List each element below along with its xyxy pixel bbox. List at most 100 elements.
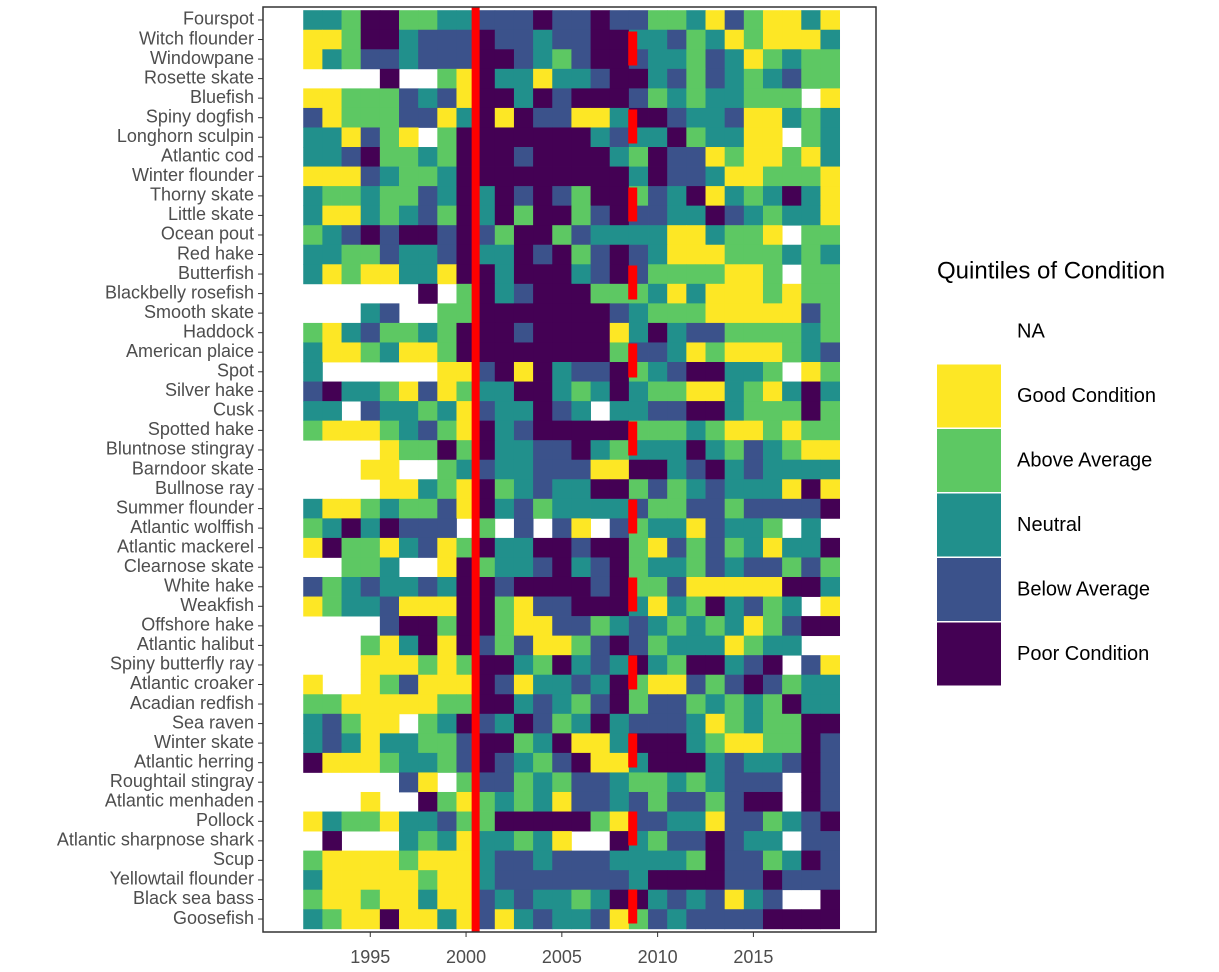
cell bbox=[494, 909, 515, 930]
cell bbox=[341, 537, 362, 558]
cell bbox=[418, 498, 438, 519]
cell bbox=[762, 655, 783, 676]
cell bbox=[820, 870, 841, 891]
cell bbox=[705, 303, 726, 324]
y-tick-label: Atlantic croaker bbox=[130, 673, 254, 693]
cell bbox=[475, 831, 496, 852]
cell bbox=[379, 596, 400, 617]
cell bbox=[724, 362, 745, 382]
cell bbox=[513, 342, 534, 363]
cell bbox=[456, 557, 477, 578]
cell bbox=[667, 225, 687, 246]
cell bbox=[475, 127, 496, 148]
cell bbox=[399, 107, 419, 128]
cell bbox=[648, 420, 668, 441]
cell bbox=[475, 88, 496, 109]
cell bbox=[341, 107, 362, 128]
cell bbox=[533, 166, 553, 187]
y-tick-label: Scup bbox=[213, 849, 254, 869]
cell bbox=[743, 772, 764, 793]
cell bbox=[801, 459, 821, 480]
cell bbox=[724, 10, 745, 31]
cell bbox=[341, 694, 362, 715]
cell bbox=[418, 205, 438, 226]
cell bbox=[437, 186, 457, 207]
cell bbox=[360, 537, 381, 558]
cell bbox=[571, 655, 591, 676]
cell bbox=[513, 166, 534, 187]
cell bbox=[590, 68, 611, 89]
cell bbox=[667, 127, 687, 148]
cell bbox=[399, 127, 419, 148]
cell bbox=[743, 674, 764, 695]
cell bbox=[743, 147, 764, 167]
cell bbox=[360, 225, 381, 246]
cell bbox=[724, 107, 745, 128]
cell bbox=[762, 459, 783, 480]
y-tick-label: Fourspot bbox=[183, 9, 254, 29]
cell bbox=[782, 498, 802, 519]
cell bbox=[494, 889, 515, 910]
cell bbox=[686, 381, 706, 402]
cell bbox=[648, 322, 668, 343]
cell bbox=[667, 791, 687, 812]
y-tick-label: Yellowtail flounder bbox=[110, 869, 254, 889]
y-tick-label: Atlantic sharpnose shark bbox=[57, 830, 255, 850]
cell bbox=[648, 68, 668, 89]
cell bbox=[379, 88, 400, 109]
cell bbox=[667, 107, 687, 128]
cell bbox=[705, 850, 726, 871]
cell bbox=[494, 596, 515, 617]
cell bbox=[456, 537, 477, 558]
cell bbox=[494, 186, 515, 207]
cell bbox=[648, 264, 668, 285]
cell bbox=[552, 401, 572, 422]
cell bbox=[379, 401, 400, 422]
cell bbox=[820, 362, 841, 382]
cell bbox=[820, 772, 841, 793]
cell bbox=[475, 362, 496, 382]
cell bbox=[648, 596, 668, 617]
cell bbox=[303, 49, 323, 70]
cell bbox=[590, 29, 611, 50]
cell bbox=[494, 420, 515, 441]
cell bbox=[590, 283, 611, 304]
cell bbox=[667, 264, 687, 285]
cell bbox=[360, 459, 381, 480]
cell bbox=[590, 576, 611, 597]
cell bbox=[571, 713, 591, 734]
cell bbox=[686, 225, 706, 246]
cell bbox=[475, 459, 496, 480]
legend-key bbox=[937, 300, 1001, 363]
cell bbox=[724, 127, 745, 148]
cell bbox=[437, 733, 457, 754]
cell bbox=[399, 870, 419, 891]
cell bbox=[494, 576, 515, 597]
cell bbox=[533, 791, 553, 812]
y-tick-label: Black sea bass bbox=[133, 888, 254, 908]
cell bbox=[743, 811, 764, 832]
cell bbox=[628, 147, 649, 167]
cell bbox=[303, 713, 323, 734]
cell bbox=[513, 303, 534, 324]
cell bbox=[418, 635, 438, 656]
cell bbox=[801, 694, 821, 715]
cell bbox=[360, 752, 381, 773]
cell bbox=[456, 498, 477, 519]
cell bbox=[667, 342, 687, 363]
cell bbox=[552, 479, 572, 500]
cell bbox=[399, 596, 419, 617]
cell bbox=[513, 674, 534, 695]
cell bbox=[609, 225, 630, 246]
cell bbox=[322, 576, 342, 597]
cell bbox=[801, 264, 821, 285]
cell bbox=[820, 147, 841, 167]
cell bbox=[724, 537, 745, 558]
cell bbox=[418, 166, 438, 187]
cell bbox=[513, 283, 534, 304]
cell bbox=[379, 811, 400, 832]
cell bbox=[590, 655, 611, 676]
cell bbox=[303, 401, 323, 422]
cell bbox=[513, 655, 534, 676]
cell bbox=[360, 733, 381, 754]
